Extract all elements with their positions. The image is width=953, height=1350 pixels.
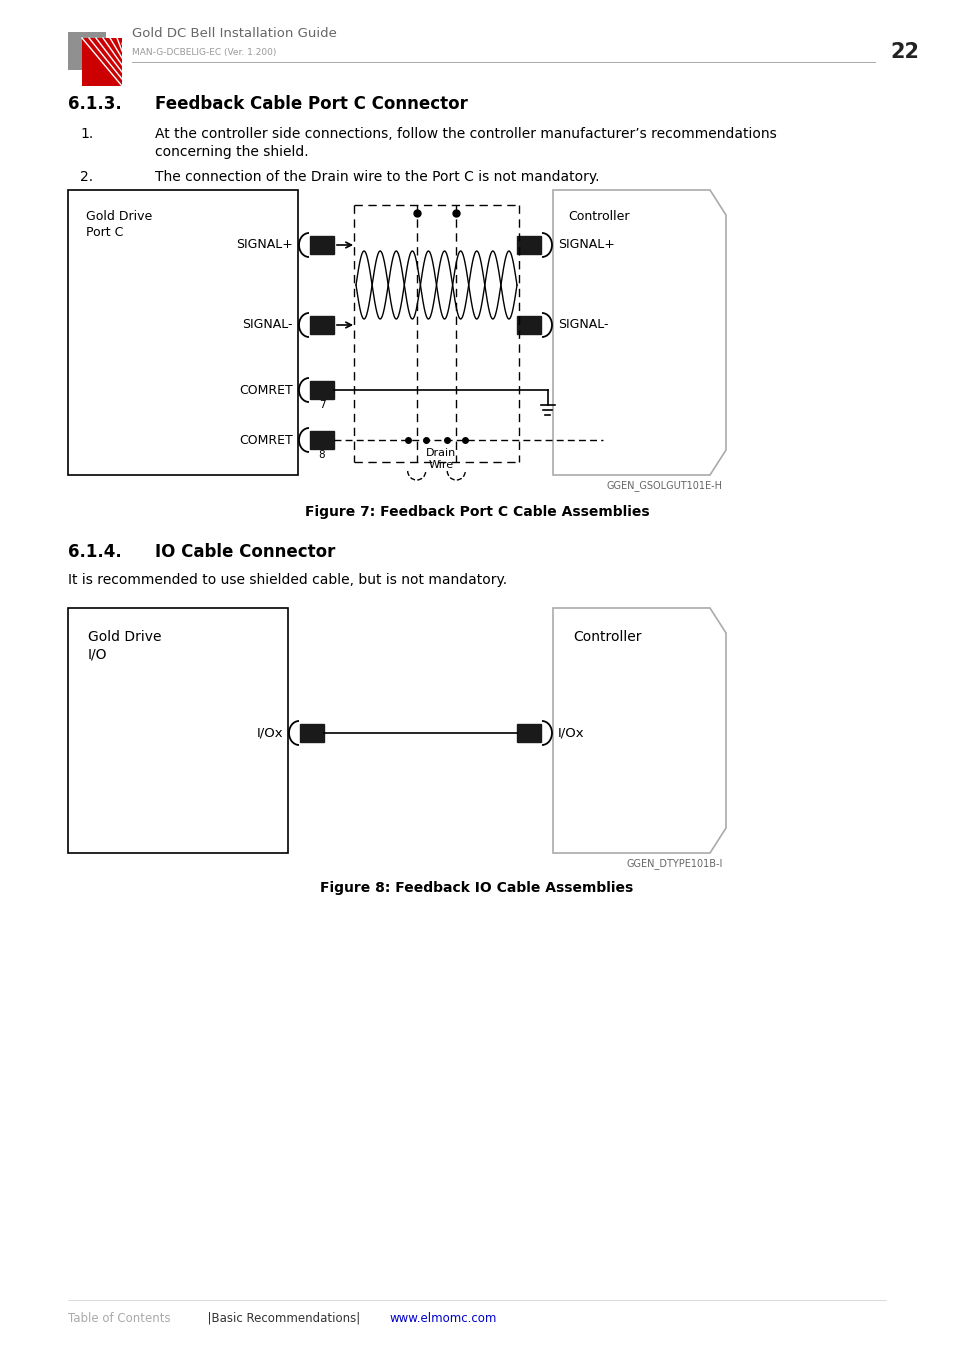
Text: SIGNAL-: SIGNAL- xyxy=(242,319,293,332)
Bar xyxy=(310,316,334,333)
Text: concerning the shield.: concerning the shield. xyxy=(154,144,309,159)
Text: The connection of the Drain wire to the Port C is not mandatory.: The connection of the Drain wire to the … xyxy=(154,170,598,184)
Text: Controller: Controller xyxy=(573,630,640,644)
Text: 1.: 1. xyxy=(80,127,93,140)
Text: GGEN_GSOLGUT101E-H: GGEN_GSOLGUT101E-H xyxy=(606,481,722,491)
Text: 6.1.3.: 6.1.3. xyxy=(68,95,122,113)
Bar xyxy=(517,236,540,254)
Text: 8: 8 xyxy=(318,450,325,460)
Bar xyxy=(299,724,324,742)
Text: 2.: 2. xyxy=(80,170,93,184)
Text: IO Cable Connector: IO Cable Connector xyxy=(154,543,335,562)
Text: Figure 8: Feedback IO Cable Assemblies: Figure 8: Feedback IO Cable Assemblies xyxy=(320,882,633,895)
Text: SIGNAL+: SIGNAL+ xyxy=(558,239,615,251)
Bar xyxy=(310,236,334,254)
Text: 7: 7 xyxy=(318,400,325,410)
Bar xyxy=(310,381,334,400)
Text: 22: 22 xyxy=(889,42,919,62)
Text: COMRET: COMRET xyxy=(239,383,293,397)
Text: |Basic Recommendations|: |Basic Recommendations| xyxy=(200,1312,360,1324)
Text: Figure 7: Feedback Port C Cable Assemblies: Figure 7: Feedback Port C Cable Assembli… xyxy=(304,505,649,518)
Text: Port C: Port C xyxy=(86,225,123,239)
Text: 6.1.4.: 6.1.4. xyxy=(68,543,122,562)
Text: It is recommended to use shielded cable, but is not mandatory.: It is recommended to use shielded cable,… xyxy=(68,572,507,587)
Text: I/Ox: I/Ox xyxy=(256,726,283,740)
Bar xyxy=(310,431,334,450)
Text: MAN-G-DCBELIG-EC (Ver. 1.200): MAN-G-DCBELIG-EC (Ver. 1.200) xyxy=(132,49,276,57)
Bar xyxy=(517,316,540,333)
Text: SIGNAL-: SIGNAL- xyxy=(558,319,608,332)
Text: Feedback Cable Port C Connector: Feedback Cable Port C Connector xyxy=(154,95,467,113)
Text: Gold Drive: Gold Drive xyxy=(86,211,152,223)
Text: Controller: Controller xyxy=(567,211,629,223)
Text: Gold Drive: Gold Drive xyxy=(88,630,161,644)
Text: GGEN_DTYPE101B-I: GGEN_DTYPE101B-I xyxy=(626,859,722,869)
Text: COMRET: COMRET xyxy=(239,433,293,447)
Text: Drain
Wire: Drain Wire xyxy=(426,448,456,470)
Bar xyxy=(68,608,288,853)
Text: SIGNAL+: SIGNAL+ xyxy=(236,239,293,251)
Text: Table of Contents: Table of Contents xyxy=(68,1312,171,1324)
Polygon shape xyxy=(82,38,122,86)
Bar xyxy=(68,190,297,475)
Text: I/O: I/O xyxy=(88,648,108,662)
Bar xyxy=(517,724,540,742)
Text: I/Ox: I/Ox xyxy=(558,726,584,740)
Text: Gold DC Bell Installation Guide: Gold DC Bell Installation Guide xyxy=(132,27,336,40)
Text: At the controller side connections, follow the controller manufacturer’s recomme: At the controller side connections, foll… xyxy=(154,127,776,140)
Bar xyxy=(68,32,106,70)
Text: www.elmomc.com: www.elmomc.com xyxy=(390,1312,497,1324)
